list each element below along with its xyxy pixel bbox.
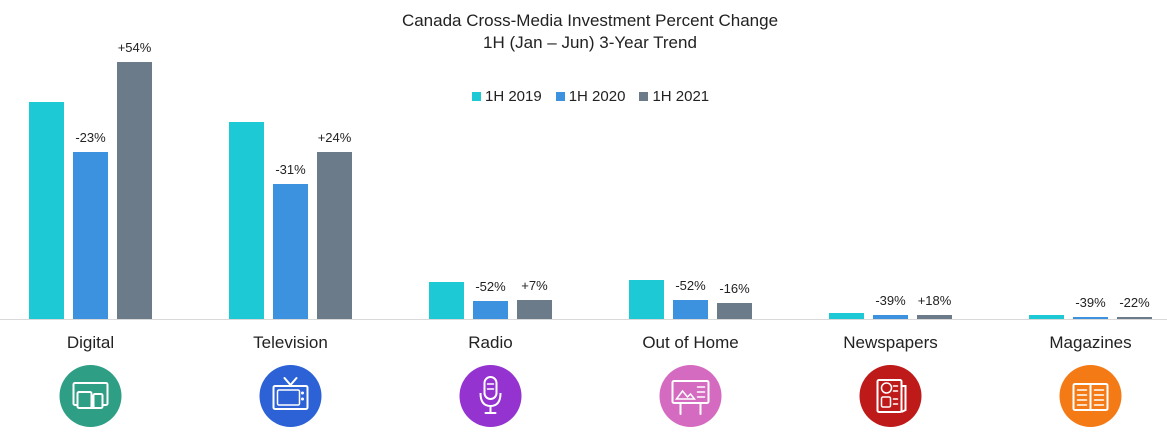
category-label: Newspapers [843, 333, 938, 352]
data-label: +54% [118, 40, 152, 55]
bar-magazines-1h-2020 [1073, 317, 1108, 319]
billboard-icon [659, 365, 722, 427]
data-label: -52% [675, 278, 706, 293]
data-label: -52% [475, 279, 506, 294]
bar-out-of-home-1h-2021 [717, 303, 752, 319]
legend-swatch [639, 92, 649, 101]
magazine-icon [1059, 365, 1122, 427]
bar-digital-1h-2019 [29, 102, 64, 319]
data-label: +24% [318, 130, 352, 145]
bar-out-of-home-1h-2019 [629, 280, 664, 319]
data-label: +7% [521, 278, 548, 293]
legend: 1H 2019 1H 2020 1H 2021 [472, 88, 723, 105]
newspaper-icon [859, 365, 922, 427]
legend-label: 1H 2020 [568, 88, 626, 105]
bar-newspapers-1h-2021 [917, 315, 952, 319]
category-label: Digital [67, 333, 114, 352]
bar-radio-1h-2019 [429, 282, 464, 319]
bar-magazines-1h-2019 [1029, 315, 1064, 319]
radio-microphone-icon [459, 365, 522, 427]
bar-out-of-home-1h-2020 [673, 300, 708, 319]
legend-label: 1H 2021 [652, 88, 710, 105]
data-label: -39% [875, 293, 906, 308]
legend-item-2021: 1H 2021 [639, 88, 709, 105]
bar-television-1h-2021 [317, 152, 352, 319]
bar-newspapers-1h-2020 [873, 315, 908, 319]
legend-swatch [472, 92, 481, 101]
television-icon [259, 365, 322, 427]
data-label: +18% [918, 293, 952, 308]
bar-magazines-1h-2021 [1117, 317, 1152, 319]
category-label: Radio [468, 333, 512, 352]
data-label: -22% [1119, 295, 1150, 310]
data-label: -31% [275, 162, 306, 177]
bar-digital-1h-2021 [117, 62, 152, 319]
digital-devices-icon [59, 365, 122, 427]
bar-digital-1h-2020 [73, 152, 108, 319]
chart-subtitle: 1H (Jan – Jun) 3-Year Trend [483, 33, 697, 52]
category-label: Television [253, 333, 328, 352]
bar-radio-1h-2020 [473, 301, 508, 319]
data-label: -16% [719, 281, 750, 296]
legend-item-2019: 1H 2019 [472, 88, 542, 105]
category-label: Magazines [1049, 333, 1131, 352]
bar-newspapers-1h-2019 [829, 313, 864, 319]
legend-item-2020: 1H 2020 [555, 88, 626, 105]
category-label: Out of Home [642, 333, 738, 352]
legend-label: 1H 2019 [485, 88, 542, 105]
bar-radio-1h-2021 [517, 300, 552, 319]
data-label: -23% [75, 130, 106, 145]
data-label: -39% [1075, 295, 1106, 310]
legend-swatch [555, 92, 565, 101]
bar-television-1h-2019 [229, 122, 264, 319]
bar-television-1h-2020 [273, 184, 308, 319]
chart-title: Canada Cross-Media Investment Percent Ch… [401, 11, 779, 30]
